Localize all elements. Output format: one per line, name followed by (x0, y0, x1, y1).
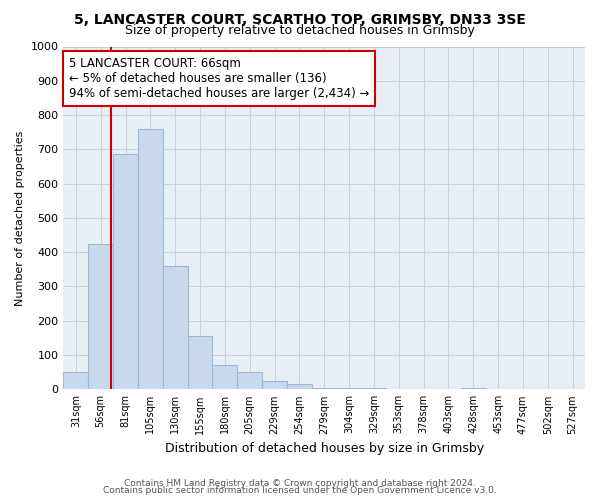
Bar (535, 388, 560, 390)
Bar (411, 388, 436, 390)
Bar (113, 154, 138, 390)
Bar (88, 244, 113, 390)
Bar (237, 372, 262, 390)
Bar (212, 366, 237, 390)
Bar (287, 384, 312, 390)
Bar (461, 388, 485, 390)
X-axis label: Distribution of detached houses by size in Grimsby: Distribution of detached houses by size … (164, 442, 484, 455)
Bar (138, 129, 163, 390)
Bar (188, 336, 212, 390)
Bar (163, 266, 188, 390)
Text: Contains HM Land Registry data © Crown copyright and database right 2024.: Contains HM Land Registry data © Crown c… (124, 478, 476, 488)
Text: 5, LANCASTER COURT, SCARTHO TOP, GRIMSBY, DN33 3SE: 5, LANCASTER COURT, SCARTHO TOP, GRIMSBY… (74, 12, 526, 26)
Text: Contains public sector information licensed under the Open Government Licence v3: Contains public sector information licen… (103, 486, 497, 495)
Bar (262, 380, 287, 390)
Text: Size of property relative to detached houses in Grimsby: Size of property relative to detached ho… (125, 24, 475, 37)
Y-axis label: Number of detached properties: Number of detached properties (15, 130, 25, 306)
Bar (361, 388, 386, 390)
Bar (312, 388, 337, 390)
Bar (337, 388, 361, 390)
Bar (386, 388, 411, 390)
Bar (64, 372, 88, 390)
Text: 5 LANCASTER COURT: 66sqm
← 5% of detached houses are smaller (136)
94% of semi-d: 5 LANCASTER COURT: 66sqm ← 5% of detache… (68, 57, 369, 100)
